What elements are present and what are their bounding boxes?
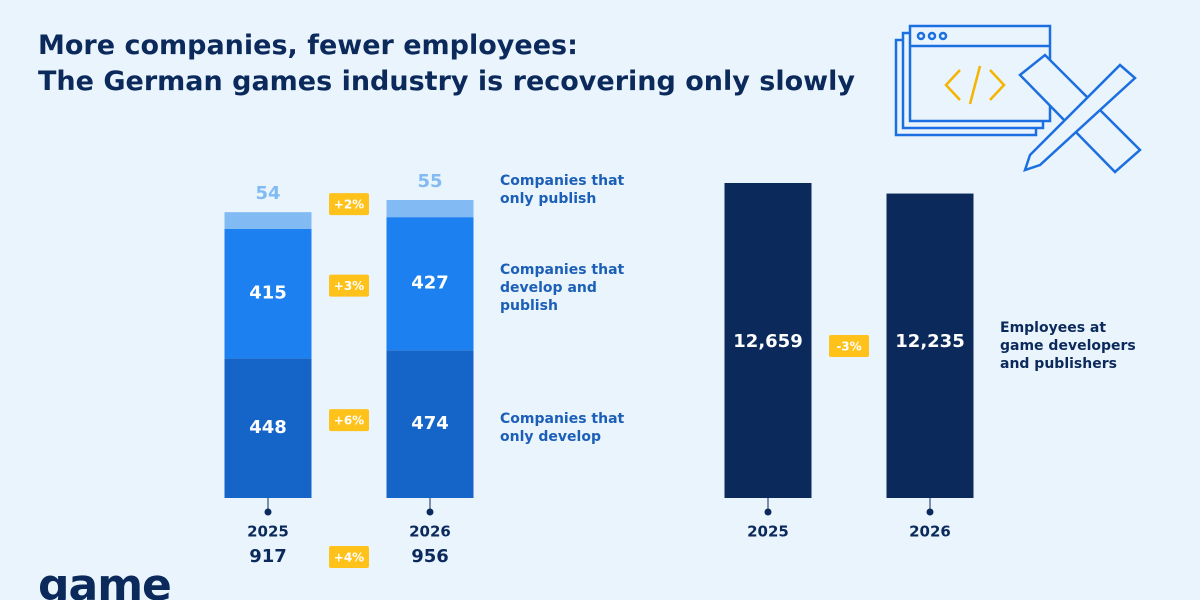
tick-dot — [926, 508, 934, 516]
title-line: The German games industry is recovering … — [38, 66, 855, 97]
value-label: 12,235 — [895, 331, 964, 352]
bar-segment — [224, 358, 312, 498]
x-tick-label: 2026 — [909, 523, 951, 541]
change-badge — [329, 193, 369, 216]
legend-entry: Companies that develop and publish — [500, 261, 625, 314]
change-badge — [329, 546, 369, 568]
change-label: -3% — [836, 340, 861, 354]
change-label: +6% — [334, 414, 364, 428]
legend-entry: Employees at game developers and publish… — [1000, 320, 1136, 372]
tick-dot — [264, 508, 272, 516]
value-label: 427 — [411, 273, 449, 294]
bar-segment — [386, 350, 474, 498]
x-tick-label: 2025 — [747, 523, 789, 541]
value-label: 54 — [255, 183, 280, 204]
bar-segment — [386, 217, 474, 351]
tick-dot — [764, 508, 772, 516]
bar — [886, 193, 974, 498]
x-tick-label: 2026 — [409, 523, 451, 541]
tick-dot — [426, 508, 434, 516]
change-label: +3% — [334, 279, 364, 293]
logo: game — [38, 560, 172, 600]
title: More companies, fewer employees: The Ger… — [38, 28, 855, 100]
change-badge — [329, 274, 369, 297]
title-line: More companies, fewer employees: — [38, 30, 578, 61]
value-label: 474 — [411, 413, 449, 434]
total-label: 956 — [411, 546, 449, 567]
legend-entry: Companies that only develop — [500, 411, 625, 446]
value-label: 55 — [417, 171, 442, 192]
total-label: 917 — [249, 546, 287, 567]
change-label: +4% — [334, 551, 364, 565]
value-label: 12,659 — [733, 331, 802, 352]
change-label: +2% — [334, 198, 364, 212]
value-label: 415 — [249, 283, 287, 304]
change-badge — [329, 409, 369, 432]
bar-segment — [224, 228, 312, 359]
value-label: 448 — [249, 417, 287, 438]
bar-segment — [224, 212, 312, 229]
legend-entry: Companies that only publish — [500, 173, 625, 207]
x-tick-label: 2025 — [247, 523, 289, 541]
change-badge — [829, 335, 869, 357]
bar-segment — [386, 200, 474, 218]
bar — [724, 183, 812, 498]
icon — [894, 24, 1142, 174]
